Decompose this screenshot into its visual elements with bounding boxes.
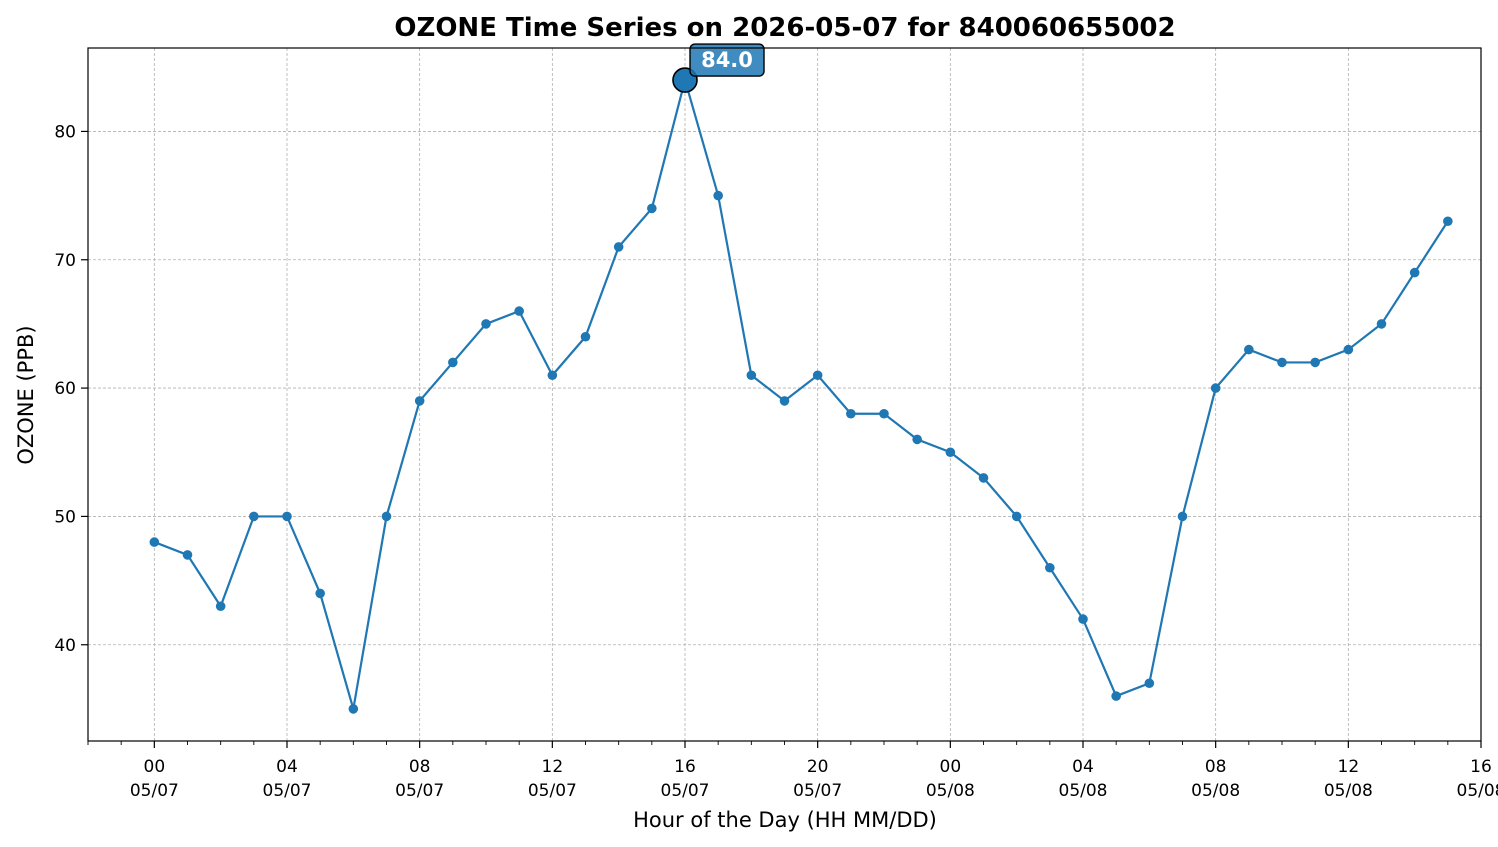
x-tick-label: 20 05/07 bbox=[793, 757, 842, 801]
data-point bbox=[580, 331, 591, 342]
y-tick-label: 70 bbox=[54, 251, 76, 271]
data-point bbox=[978, 473, 989, 483]
x-tick-label: 04 05/08 bbox=[1059, 757, 1108, 801]
chart-title: OZONE Time Series on 2026-05-07 for 8400… bbox=[394, 13, 1175, 43]
data-point bbox=[1045, 562, 1055, 573]
data-point bbox=[746, 370, 757, 381]
annotation-layer: 84.0 bbox=[672, 43, 765, 93]
x-tick-label: 00 05/07 bbox=[130, 757, 179, 801]
x-tick-label: 08 05/07 bbox=[395, 757, 444, 801]
data-point bbox=[481, 319, 491, 329]
data-point bbox=[1277, 357, 1287, 368]
data-point bbox=[1111, 691, 1121, 701]
data-point bbox=[1244, 344, 1254, 355]
x-axis-ticks: 00 05/07 04 05/07 08 05/07 12 05/07 16 05/07 20 05/… bbox=[87, 741, 1498, 801]
ozone-series-line bbox=[153, 75, 1449, 710]
x-tick-label: 16 05/07 bbox=[661, 757, 710, 801]
data-point bbox=[1310, 357, 1320, 368]
data-point bbox=[182, 550, 193, 560]
plot-frame bbox=[87, 47, 1482, 742]
data-point bbox=[846, 408, 856, 419]
y-tick-label: 60 bbox=[54, 379, 76, 399]
data-point bbox=[1144, 678, 1155, 689]
y-axis-ticks: 40 50 60 70 80 bbox=[54, 122, 88, 656]
y-tick-label: 40 bbox=[54, 636, 76, 656]
data-point bbox=[647, 203, 657, 214]
x-tick-label: 12 05/07 bbox=[528, 757, 577, 801]
data-point bbox=[249, 511, 259, 522]
peak-label: 84.0 bbox=[701, 48, 753, 72]
data-point bbox=[514, 306, 524, 316]
data-point bbox=[912, 434, 922, 445]
grid bbox=[88, 48, 1482, 741]
x-tick-label: 08 05/08 bbox=[1191, 757, 1240, 801]
data-point bbox=[1409, 267, 1420, 278]
data-point bbox=[713, 190, 723, 201]
y-tick-label: 50 bbox=[54, 507, 76, 527]
data-point bbox=[547, 370, 558, 381]
data-point bbox=[1376, 319, 1387, 329]
data-point bbox=[448, 357, 458, 368]
data-point bbox=[1011, 511, 1022, 522]
data-point bbox=[779, 396, 790, 406]
x-tick-label: 04 05/07 bbox=[263, 757, 312, 801]
data-point bbox=[149, 537, 160, 547]
data-point bbox=[1343, 344, 1354, 355]
data-point bbox=[1443, 216, 1453, 227]
data-point bbox=[879, 408, 889, 419]
data-point bbox=[414, 396, 425, 406]
x-tick-label: 12 05/08 bbox=[1324, 757, 1373, 801]
data-point bbox=[812, 370, 823, 381]
data-point bbox=[1078, 614, 1088, 624]
data-point bbox=[1210, 383, 1221, 393]
y-tick-label: 80 bbox=[54, 122, 76, 142]
data-point bbox=[215, 601, 226, 612]
series-layer bbox=[149, 75, 1453, 714]
data-point bbox=[315, 588, 325, 599]
y-axis-label: OZONE (PPB) bbox=[14, 325, 38, 464]
x-axis-label: Hour of the Day (HH MM/DD) bbox=[633, 808, 937, 832]
data-point bbox=[348, 704, 359, 714]
data-point bbox=[945, 447, 956, 458]
data-point bbox=[1177, 511, 1188, 522]
data-point bbox=[282, 511, 292, 522]
data-point bbox=[613, 242, 624, 252]
x-tick-label: 00 05/08 bbox=[926, 757, 975, 801]
data-point bbox=[381, 511, 392, 522]
peak-label-box bbox=[689, 43, 765, 77]
